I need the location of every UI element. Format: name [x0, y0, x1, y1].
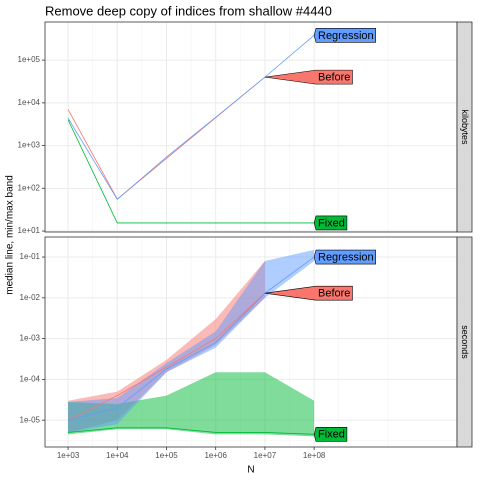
- series-label: Fixed: [318, 217, 345, 229]
- y-tick-label: 1e+04: [18, 98, 41, 107]
- facet-label: seconds: [460, 325, 470, 359]
- y-tick-label: 1e+03: [18, 141, 41, 150]
- direct-label: Before: [264, 285, 353, 301]
- x-tick-label: 1e+07: [254, 451, 277, 460]
- direct-label: Fixed: [313, 215, 348, 231]
- label-box: [264, 69, 353, 85]
- x-tick-label: 1e+03: [57, 451, 80, 460]
- facet-label: kilobytes: [460, 109, 470, 145]
- min-max-band: [68, 372, 315, 437]
- direct-label: Regression: [313, 28, 376, 43]
- x-tick-label: 1e+04: [106, 451, 129, 460]
- y-tick-label: 1e-04: [20, 375, 41, 384]
- y-tick-label: 1e-03: [20, 334, 41, 343]
- y-axis-label: median line, min/max band: [5, 175, 16, 295]
- label-box: [264, 285, 353, 301]
- series-label: Before: [318, 288, 350, 300]
- y-tick-label: 1e-05: [20, 415, 41, 424]
- chart-title: Remove deep copy of indices from shallow…: [45, 3, 332, 18]
- median-line: [67, 35, 315, 201]
- facet-strip: [456, 236, 473, 448]
- median-line: [67, 119, 315, 224]
- y-tick-label: 1e+05: [18, 55, 41, 64]
- label-box: [313, 249, 376, 265]
- x-tick-label: 1e+05: [155, 451, 178, 460]
- panel-background: [45, 22, 457, 232]
- x-tick-label: 1e+06: [204, 451, 227, 460]
- min-max-band: [68, 249, 315, 433]
- label-box: [313, 427, 348, 442]
- y-tick-label: 1e+02: [18, 183, 41, 192]
- series-label: Regression: [318, 251, 374, 263]
- series-label: Regression: [318, 30, 374, 42]
- median-line: [67, 256, 315, 421]
- y-tick-label: 1e-02: [20, 293, 41, 302]
- median-line: [67, 292, 266, 421]
- label-box: [313, 215, 348, 231]
- direct-label: Regression: [313, 249, 376, 265]
- x-tick-label: 1e+08: [303, 451, 326, 460]
- series-label: Before: [318, 72, 350, 84]
- x-axis-label: N: [247, 465, 254, 476]
- median-line: [68, 427, 315, 435]
- direct-label: Fixed: [313, 427, 348, 442]
- facet-strip: [456, 21, 473, 233]
- series-label: Fixed: [318, 429, 345, 441]
- label-box: [313, 28, 376, 43]
- y-tick-label: 1e-01: [20, 252, 41, 261]
- y-tick-label: 1e+01: [18, 226, 41, 235]
- direct-label: Before: [264, 69, 353, 85]
